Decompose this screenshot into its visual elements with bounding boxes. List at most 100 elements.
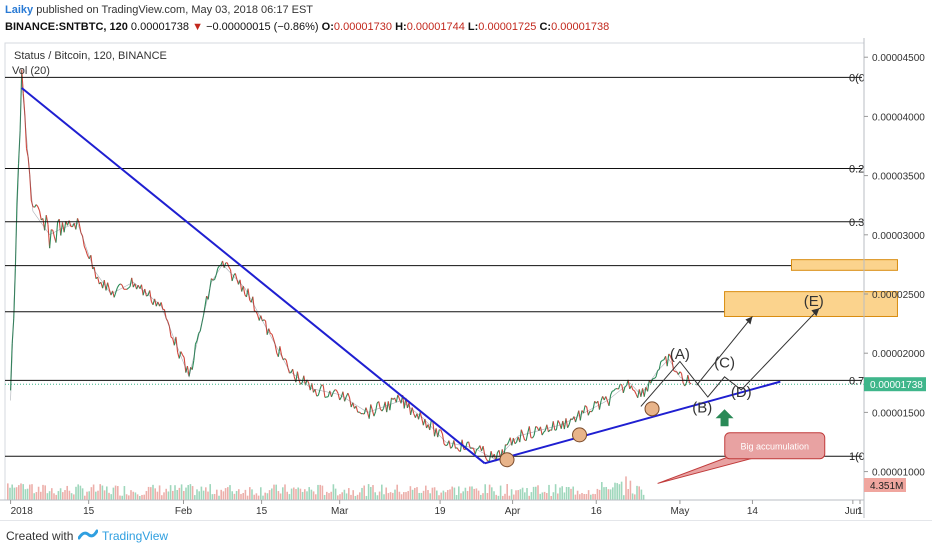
volume-bar xyxy=(335,489,337,500)
volume-bar xyxy=(392,493,394,500)
volume-bar xyxy=(520,489,522,500)
volume-bar xyxy=(405,492,407,500)
volume-bar xyxy=(289,494,291,500)
price-tick-label: 0.00001500 xyxy=(872,408,925,419)
price-tick-label: 0.00001000 xyxy=(872,468,925,479)
volume-bar xyxy=(71,493,73,500)
volume-bar xyxy=(414,488,416,500)
volume-bar xyxy=(421,493,423,500)
volume-bar xyxy=(352,490,354,500)
volume-bar xyxy=(275,485,277,500)
volume-bar xyxy=(583,494,585,500)
volume-bar xyxy=(84,496,86,500)
last-price: 0.00001738 xyxy=(131,21,189,33)
volume-bar xyxy=(190,484,192,500)
volume-bar xyxy=(388,493,390,500)
wave-label: (E) xyxy=(804,293,824,310)
volume-bar xyxy=(201,487,203,500)
volume-bar xyxy=(40,492,42,500)
volume-bar xyxy=(256,493,258,500)
volume-bar xyxy=(366,496,368,500)
price-tick-label: 0.00002000 xyxy=(872,349,925,360)
volume-bar xyxy=(586,494,588,500)
volume-bar xyxy=(484,484,486,500)
price-segment xyxy=(477,449,479,450)
volume-bar xyxy=(121,496,123,500)
volume-bar xyxy=(597,489,599,500)
volume-bar xyxy=(625,476,627,500)
volume-bar xyxy=(634,494,636,500)
volume-bar xyxy=(460,493,462,500)
volume-bar xyxy=(341,492,343,500)
volume-bar xyxy=(339,494,341,500)
wave-label: (C) xyxy=(714,354,735,371)
volume-bar xyxy=(495,495,497,500)
volume-bar xyxy=(51,488,53,500)
volume-bar xyxy=(172,491,174,500)
volume-bar xyxy=(539,494,541,500)
volume-bar xyxy=(311,490,313,500)
volume-bar xyxy=(278,491,280,500)
volume-bar xyxy=(137,494,139,500)
chart-header: Laiky published on TradingView.com, May … xyxy=(0,0,932,39)
high-label: H: xyxy=(395,21,407,33)
volume-bar xyxy=(590,495,592,500)
volume-bar xyxy=(522,488,524,500)
time-tick-label: 15 xyxy=(83,506,95,517)
volume-bar xyxy=(245,490,247,500)
author-link[interactable]: Laiky xyxy=(5,4,33,16)
volume-bar xyxy=(128,495,130,500)
volume-bar xyxy=(546,493,548,500)
accumulation-circle xyxy=(500,453,514,467)
volume-bar xyxy=(333,484,335,500)
volume-bar xyxy=(22,484,24,500)
volume-bar xyxy=(143,495,145,500)
volume-bar xyxy=(253,495,255,500)
volume-bar xyxy=(113,488,115,500)
target-zone xyxy=(791,260,897,271)
volume-bar xyxy=(608,489,610,500)
volume-bar xyxy=(491,487,493,500)
volume-bar xyxy=(482,493,484,500)
volume-bar xyxy=(262,496,264,500)
volume-bar xyxy=(141,495,143,500)
wave-label: (A) xyxy=(670,346,690,363)
volume-bar xyxy=(449,489,451,500)
volume-bar xyxy=(517,490,519,500)
volume-bar xyxy=(478,491,480,500)
volume-bar xyxy=(603,487,605,500)
volume-bar xyxy=(379,492,381,500)
volume-bar xyxy=(429,493,431,500)
volume-bar xyxy=(73,494,75,500)
volume-bar xyxy=(550,496,552,500)
volume-bar xyxy=(337,495,339,500)
volume-bar xyxy=(476,488,478,500)
volume-bar xyxy=(614,483,616,500)
volume-bar xyxy=(555,484,557,500)
symbol-label[interactable]: BINANCE:SNTBTC, 120 xyxy=(5,21,128,33)
high-value: 0.00001744 xyxy=(407,21,465,33)
time-tick-label: 16 xyxy=(591,506,603,517)
price-tick-label: 0.00004500 xyxy=(872,53,925,64)
volume-bar xyxy=(432,488,434,500)
time-tick-label: 2018 xyxy=(11,506,34,517)
chart-area[interactable]: 0(00.20.30.50.60.71(0 (A)(B)(C)(D)(E)Big… xyxy=(0,38,932,518)
volume-bar xyxy=(66,486,68,500)
volume-bar xyxy=(377,495,379,500)
volume-bar xyxy=(218,496,220,500)
fib-level-label: 0(0 xyxy=(849,72,865,84)
volume-bar xyxy=(489,485,491,500)
price-change: −0.00000015 (−0.86%) xyxy=(206,21,319,33)
volume-bar xyxy=(242,493,244,500)
price-segment xyxy=(317,395,319,396)
volume-bar xyxy=(438,495,440,500)
volume-bar xyxy=(504,494,506,500)
volume-bar xyxy=(599,490,601,500)
tradingview-brand-link[interactable]: TradingView xyxy=(102,529,168,543)
volume-bar xyxy=(238,489,240,500)
volume-bar xyxy=(531,492,533,500)
volume-bar xyxy=(361,488,363,500)
volume-bar xyxy=(209,484,211,500)
price-chart[interactable]: 0(00.20.30.50.60.71(0 (A)(B)(C)(D)(E)Big… xyxy=(0,38,932,518)
volume-bar xyxy=(502,496,504,500)
